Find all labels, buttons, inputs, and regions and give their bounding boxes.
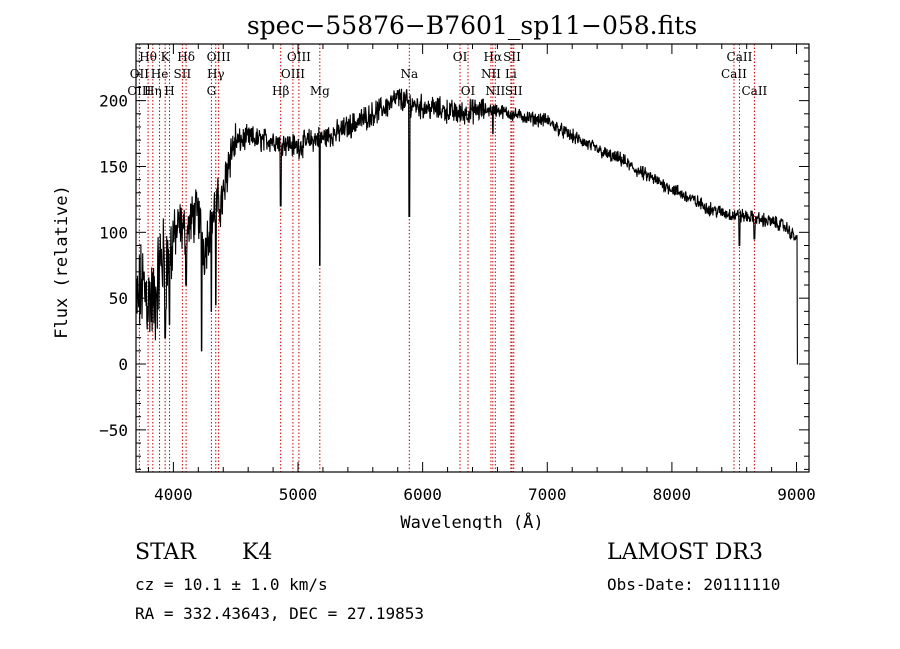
spectral-line-label: H <box>164 84 174 98</box>
spectral-line-label: Hγ <box>207 67 225 81</box>
plot-frame <box>135 43 810 473</box>
coordinates-text: RA = 332.43643, DEC = 27.19853 <box>135 604 424 623</box>
spectral-line-label: OII <box>130 67 150 81</box>
x-tick-label: 4000 <box>154 485 193 504</box>
spectral-line-label: G <box>207 84 217 98</box>
x-axis-label: Wavelength (Å) <box>400 511 543 530</box>
spectral-line-label: Hβ <box>272 84 289 98</box>
spectral-line-label: SII <box>174 67 192 81</box>
spectral-line-label: K <box>161 50 171 64</box>
x-tick-label: 8000 <box>653 485 692 504</box>
class-label: STAR <box>135 540 196 565</box>
spectral-line-label: SII <box>505 84 523 98</box>
tick-labels: 4000 5000 6000 7000 8000 9000 −50 0 50 100 150 200 <box>99 92 816 504</box>
spectral-line-label: Na <box>400 67 418 81</box>
spectral-line-label: He <box>151 67 169 81</box>
spectral-line-label: OIII <box>281 67 305 81</box>
spectral-line-label: CaII <box>721 67 747 81</box>
spectral-line-label: OI <box>461 84 476 98</box>
x-tick-label: 9000 <box>777 485 816 504</box>
spectral-line-label: Hθ <box>139 50 157 64</box>
spectral-line-label: OIII <box>287 50 311 64</box>
spectral-line-label: Hη <box>144 84 162 98</box>
spectral-line-label: Hδ <box>177 50 195 64</box>
chart-title: spec−55876−B7601_sp11−058.fits <box>247 11 697 40</box>
spectral-line-label: NII <box>485 84 505 98</box>
spectral-line-label: Mg <box>310 84 330 98</box>
obs-date-text: Obs-Date: 20111110 <box>607 575 781 594</box>
spectral-line-label: Li <box>505 67 517 81</box>
y-axis-label: Flux (relative) <box>52 185 72 339</box>
y-tick-label: 50 <box>109 289 128 308</box>
x-tick-label: 6000 <box>403 485 442 504</box>
spectral-line-label: SII <box>503 50 521 64</box>
spectral-line-label: CaII <box>727 50 753 64</box>
spectrum-chart: spec−55876−B7601_sp11−058.fits Wavelengt… <box>52 11 816 530</box>
spectral-line-label: OIII <box>207 50 231 64</box>
y-tick-label: 100 <box>99 223 128 242</box>
x-tick-label: 7000 <box>528 485 567 504</box>
spectral-line-label: OIII <box>127 84 151 98</box>
survey-label: LAMOST DR3 <box>607 540 763 565</box>
redshift-text: cz = 10.1 ± 1.0 km/s <box>135 575 328 594</box>
y-tick-label: 200 <box>99 92 128 111</box>
spectral-line-label: OI <box>453 50 468 64</box>
spectral-line-label: Hα <box>484 50 503 64</box>
x-tick-label: 5000 <box>279 485 318 504</box>
y-tick-label: 150 <box>99 157 128 176</box>
y-tick-label: −50 <box>99 421 128 440</box>
spectral-line-label: NII <box>481 67 501 81</box>
y-tick-label: 0 <box>118 355 128 374</box>
axis-ticks <box>136 44 809 472</box>
subclass-label: K4 <box>242 540 273 565</box>
spectrum-line <box>135 88 798 365</box>
spectral-line-label: CaII <box>741 84 767 98</box>
